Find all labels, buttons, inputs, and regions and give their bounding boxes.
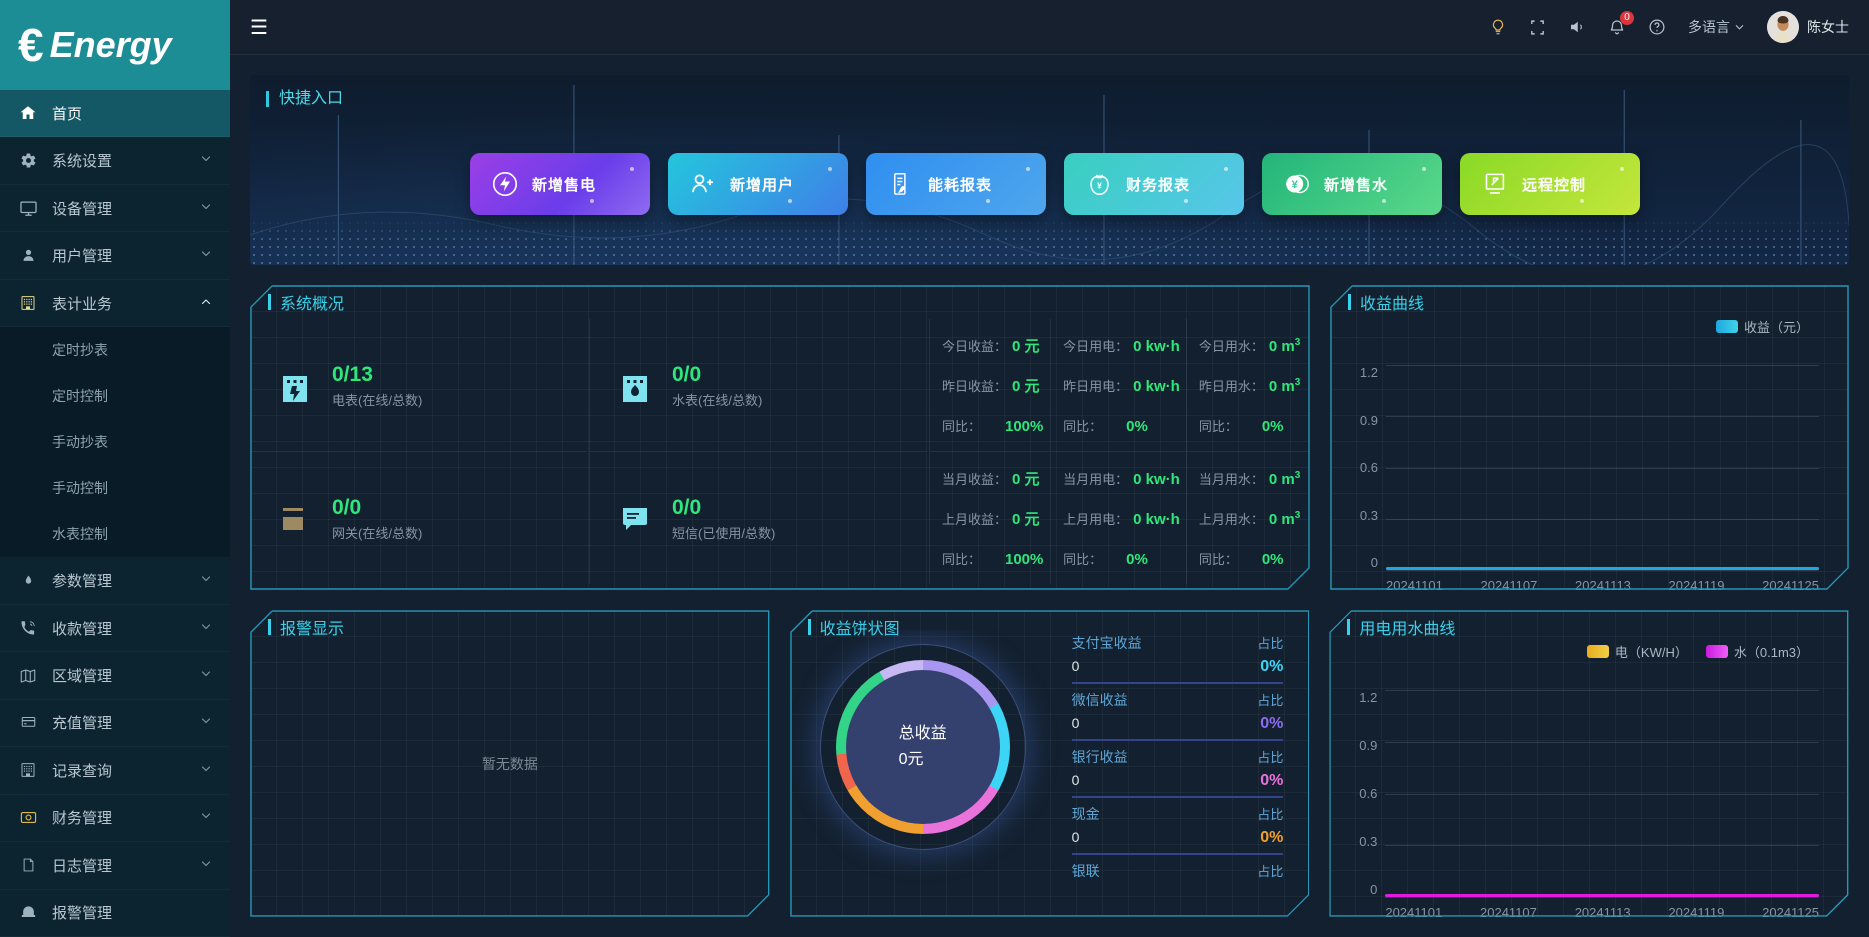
svg-text:¥: ¥ xyxy=(1292,179,1299,191)
svg-text:¥: ¥ xyxy=(1097,180,1102,190)
